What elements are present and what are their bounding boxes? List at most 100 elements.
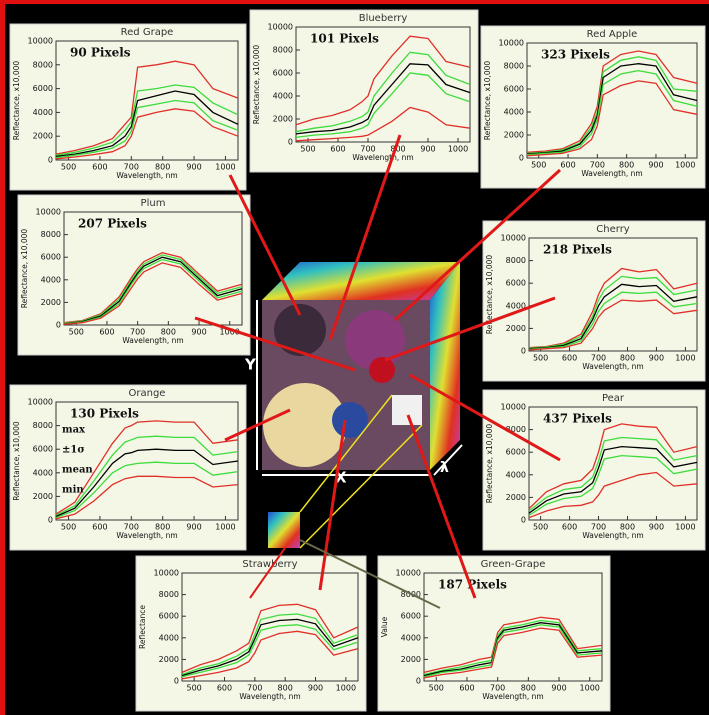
pixel-count: 130 Pixels bbox=[70, 407, 139, 421]
sample-box bbox=[392, 395, 422, 425]
y-tick-label: 2000 bbox=[33, 132, 53, 141]
y-tick-label: 6000 bbox=[159, 612, 179, 621]
y-tick-label: 8000 bbox=[159, 590, 179, 599]
y-tick-label: 10000 bbox=[499, 39, 524, 48]
x-tick-label: 1000 bbox=[336, 684, 356, 693]
chart-title: Red Apple bbox=[587, 29, 638, 40]
x-axis-label: Wavelength, nm bbox=[122, 336, 183, 345]
y-axis-label: Value bbox=[380, 616, 389, 637]
x-tick-label: 500 bbox=[533, 354, 548, 363]
pixel-count: 101 Pixels bbox=[310, 32, 379, 46]
chart-panel: Plum020004000600080001000050060070080090… bbox=[18, 195, 250, 355]
x-tick-label: 500 bbox=[531, 161, 546, 170]
y-tick-label: 6000 bbox=[273, 69, 293, 78]
y-axis-label: Reflectance, x10,000 bbox=[252, 45, 261, 125]
y-tick-label: 2000 bbox=[506, 324, 526, 333]
x-tick-label: 500 bbox=[300, 145, 315, 154]
chart-panel: Green-Grape02000400060008000100005006007… bbox=[378, 556, 610, 711]
x-tick-label: 1000 bbox=[448, 145, 468, 154]
x-tick-label: 600 bbox=[99, 328, 114, 337]
border-top bbox=[0, 0, 709, 4]
x-tick-label: 500 bbox=[61, 523, 76, 532]
x-tick-label: 900 bbox=[308, 684, 323, 693]
y-tick-label: 2000 bbox=[41, 298, 61, 307]
y-axis-label: Reflectance, x10,000 bbox=[485, 424, 494, 504]
y-tick-label: 8000 bbox=[41, 230, 61, 239]
chart-panel: Cherry0200040006000800010000500600700800… bbox=[483, 221, 705, 381]
figure: X Y λ Red Grape0200040006000800010000500… bbox=[0, 0, 709, 715]
y-tick-label: 6000 bbox=[33, 84, 53, 93]
x-tick-label: 600 bbox=[562, 354, 577, 363]
pixel-count: 90 Pixels bbox=[70, 46, 131, 60]
chart-title: Orange bbox=[129, 388, 166, 399]
y-tick-label: 10000 bbox=[36, 208, 61, 217]
y-tick-label: 0 bbox=[48, 516, 53, 525]
x-tick-label: 1000 bbox=[215, 163, 235, 172]
y-tick-label: 6000 bbox=[506, 448, 526, 457]
y-tick-label: 6000 bbox=[401, 612, 421, 621]
legend-note: ±1σ bbox=[62, 445, 85, 456]
y-axis-label: Reflectance, x10,000 bbox=[483, 61, 492, 141]
y-axis-label: Reflectance, x10,000 bbox=[12, 61, 21, 141]
y-tick-label: 8000 bbox=[33, 60, 53, 69]
y-tick-label: 8000 bbox=[506, 256, 526, 265]
sub-cube bbox=[268, 512, 300, 548]
y-axis-label: Reflectance, x10,000 bbox=[12, 421, 21, 501]
y-tick-label: 0 bbox=[174, 677, 179, 686]
y-tick-label: 2000 bbox=[504, 131, 524, 140]
y-tick-label: 4000 bbox=[401, 633, 421, 642]
y-tick-label: 10000 bbox=[154, 569, 179, 578]
fruit bbox=[369, 357, 395, 383]
pixel-count: 437 Pixels bbox=[543, 412, 612, 426]
x-axis-label: Wavelength, nm bbox=[116, 171, 177, 180]
y-tick-label: 0 bbox=[48, 156, 53, 165]
x-tick-label: 1000 bbox=[580, 684, 600, 693]
legend-note: min bbox=[62, 485, 84, 496]
y-tick-label: 2000 bbox=[506, 493, 526, 502]
x-axis-label: Wavelength, nm bbox=[582, 531, 643, 540]
legend-note: mean bbox=[62, 465, 93, 476]
y-tick-label: 10000 bbox=[501, 234, 526, 243]
y-tick-label: 2000 bbox=[273, 115, 293, 124]
x-tick-label: 600 bbox=[330, 145, 345, 154]
x-tick-label: 500 bbox=[429, 684, 444, 693]
x-tick-label: 900 bbox=[186, 523, 201, 532]
x-axis-label: Wavelength, nm bbox=[581, 169, 642, 178]
x-tick-label: 500 bbox=[186, 684, 201, 693]
x-tick-label: 1000 bbox=[675, 354, 695, 363]
y-axis-label: Reflectance, x10,000 bbox=[20, 229, 29, 309]
x-tick-label: 900 bbox=[186, 163, 201, 172]
y-axis-label: Reflectance bbox=[138, 605, 147, 649]
y-tick-label: 4000 bbox=[506, 470, 526, 479]
x-tick-label: 600 bbox=[562, 523, 577, 532]
y-tick-label: 10000 bbox=[28, 37, 53, 46]
y-tick-label: 2000 bbox=[401, 655, 421, 664]
x-tick-label: 500 bbox=[533, 523, 548, 532]
cube-y-label: Y bbox=[244, 356, 257, 374]
y-tick-label: 10000 bbox=[28, 398, 53, 407]
chart-panel: Red Grape0200040006000800010000500600700… bbox=[10, 24, 246, 190]
x-tick-label: 600 bbox=[560, 161, 575, 170]
pixel-count: 218 Pixels bbox=[543, 243, 612, 257]
x-tick-label: 600 bbox=[217, 684, 232, 693]
x-tick-label: 900 bbox=[649, 354, 664, 363]
x-tick-label: 600 bbox=[459, 684, 474, 693]
y-tick-label: 10000 bbox=[396, 569, 421, 578]
x-axis-label: Wavelength, nm bbox=[482, 692, 543, 701]
y-tick-label: 4000 bbox=[41, 275, 61, 284]
y-tick-label: 6000 bbox=[41, 253, 61, 262]
y-tick-label: 0 bbox=[288, 138, 293, 147]
x-tick-label: 900 bbox=[648, 161, 663, 170]
pixel-count: 323 Pixels bbox=[541, 48, 610, 62]
x-tick-label: 900 bbox=[649, 523, 664, 532]
y-tick-label: 4000 bbox=[33, 468, 53, 477]
x-axis-label: Wavelength, nm bbox=[239, 692, 300, 701]
x-axis-label: Wavelength, nm bbox=[352, 153, 413, 162]
x-tick-label: 1000 bbox=[675, 161, 695, 170]
y-tick-label: 4000 bbox=[273, 92, 293, 101]
y-tick-label: 4000 bbox=[33, 108, 53, 117]
chart-panel: Red Apple0200040006000800010000500600700… bbox=[481, 26, 705, 188]
